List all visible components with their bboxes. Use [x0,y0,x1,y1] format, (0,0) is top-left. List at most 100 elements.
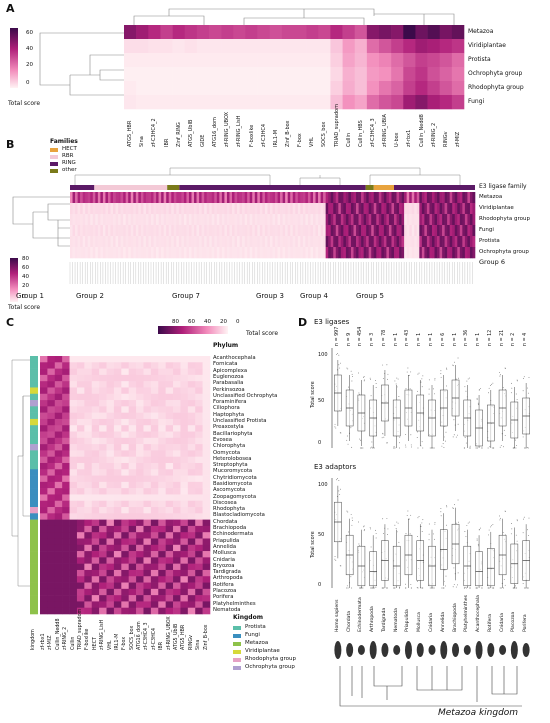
heatmap-b-cell [196,192,200,204]
box-point [350,427,352,429]
heatmap-c-cell [143,381,152,388]
heatmap-c-cell [136,475,144,483]
heatmap-c-cell [158,519,166,527]
heatmap-b-cell [267,247,271,259]
heatmap-b-cell [454,192,458,204]
heatmap-b-cell [173,247,177,259]
heatmap-a-row-label: Rhodophyta group [468,84,524,91]
heatmap-b-cell [449,236,453,248]
box-point [454,361,455,363]
heatmap-c-cell [69,374,78,382]
heatmap-b-cell [156,192,159,204]
heatmap-b-cell [97,247,101,259]
kingdom-cell [30,462,38,470]
heatmap-b-cell [426,225,430,237]
box-point [386,517,388,519]
heatmap-c-cell [84,576,93,583]
heatmap-b-cell [95,225,99,237]
box-point [504,510,506,512]
heatmap-c-cell [69,362,78,369]
heatmap-c-cell [195,557,203,564]
heatmap-a-cell [184,81,198,96]
box-point [346,439,348,441]
heatmap-c-cell [40,532,48,539]
species-label: Annelida [440,611,446,632]
box-point [504,584,506,586]
box-point [500,587,502,589]
heatmap-c-cell [84,569,93,577]
box-point [373,447,375,449]
heatmap-a-cell [318,39,331,54]
heatmap-c-cell [150,450,159,457]
heatmap-b-cell [82,247,86,259]
heatmap-c-cell [180,368,189,376]
box-point [370,447,372,449]
heatmap-b-cell [424,247,428,259]
heatmap-c-cell [99,551,107,558]
heatmap-c-cell [113,444,122,451]
heatmap-a-cell [415,67,428,82]
box-point [410,446,412,448]
heatmap-c-cell [99,462,107,470]
heatmap-b-cell [153,225,157,237]
heatmap-c-cell [62,607,70,615]
heatmap-a-col-label: zf-RING_UBOX [224,111,231,147]
heatmap-c-cell [91,557,100,564]
heatmap-c-cell [195,569,203,577]
box-point [417,580,418,582]
panel-b-tick-fringe [69,262,473,284]
species-label: Placozoa [511,611,517,632]
family-swatch [50,162,58,166]
heatmap-b-cell [120,214,124,226]
heatmap-b-cell [363,192,367,204]
heatmap-b-cell [188,203,192,215]
heatmap-a-cell [257,39,271,54]
heatmap-c-cell [195,412,203,420]
heatmap-b-cell [394,236,397,248]
heatmap-c-cell [76,456,85,464]
heatmap-c-col-label: ATG16_dom [137,621,143,650]
heatmap-c-cell [180,607,189,615]
heatmap-b-cell [176,247,180,259]
heatmap-c-cell [202,601,211,609]
heatmap-c-cell [40,481,48,489]
heatmap-b-cell [82,225,86,237]
box-point [428,379,430,381]
heatmap-c-cell [150,563,159,571]
box-point [347,443,349,445]
heatmap-b-cell [394,203,397,215]
heatmap-b-cell [381,192,385,204]
heatmap-c-cell [54,437,63,445]
heatmap-c-cell [173,500,181,508]
heatmap-c-cell [91,368,100,376]
heatmap-b-cell [406,203,410,215]
heatmap-c-cell [54,412,63,420]
heatmap-c-cell [40,437,48,445]
heatmap-b-cell [259,192,263,204]
heatmap-b-cell [467,236,471,248]
heatmap-b-cell [166,203,170,215]
heatmap-b-cell [414,203,418,215]
heatmap-c-cell [91,381,100,388]
heatmap-a-cell [136,81,149,96]
heatmap-c-cell [62,481,70,489]
heatmap-c-cell [202,437,211,445]
heatmap-b-cell [340,192,344,204]
heatmap-b-cell [416,236,420,248]
heatmap-b-cell [70,214,73,226]
heatmap-c-cell [195,588,203,596]
heatmap-b-cell [77,247,81,259]
heatmap-b-cell [396,203,400,215]
heatmap-c-cell [195,418,203,426]
count-label: n = 1 [417,332,423,346]
heatmap-b-cell [264,225,268,237]
heatmap-c-cell [158,450,166,457]
heatmap-b-cell [239,203,243,215]
heatmap-a-cell [439,25,453,40]
heatmap-b-cell [87,203,91,215]
heatmap-b-cell [201,236,205,248]
heatmap-c-cell [62,444,70,451]
heatmap-c-cell [106,488,115,495]
heatmap-c-cell [99,576,107,583]
heatmap-b-cell [214,247,218,259]
